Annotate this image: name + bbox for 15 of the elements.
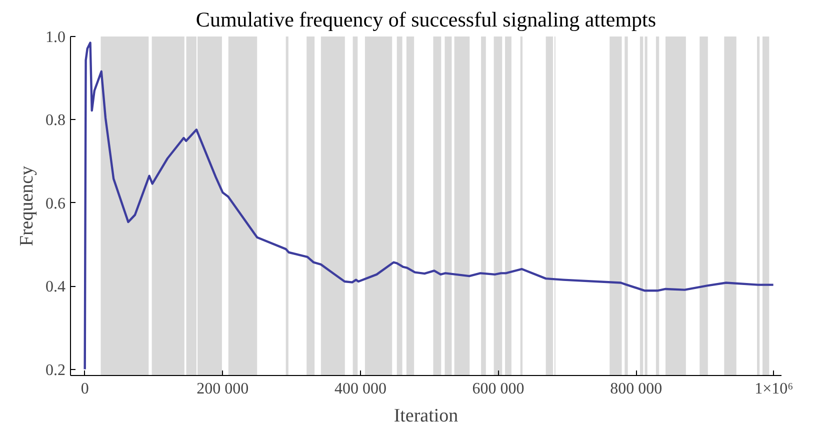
chart-title: Cumulative frequency of successful signaling attempts (196, 8, 656, 32)
x-tick-label: 800 000 (610, 380, 662, 398)
line-series (84, 42, 774, 370)
y-tick-label: 0.4 (46, 278, 66, 296)
x-tick-label: 200 000 (196, 380, 249, 398)
x-tick-label: 600 000 (472, 380, 524, 398)
y-axis-title: Frequency (16, 165, 38, 246)
y-tick-label: 0.8 (46, 112, 66, 130)
x-tick-label: 0 (80, 380, 89, 398)
y-tick-label: 0.6 (46, 195, 66, 212)
y-tick-label: 1.0 (46, 29, 66, 46)
x-tick-label: 1×10⁶ (754, 380, 794, 398)
x-axis-title: Iteration (394, 406, 459, 426)
y-tick-label: 0.2 (46, 362, 66, 379)
x-tick-label: 400 000 (334, 380, 386, 398)
